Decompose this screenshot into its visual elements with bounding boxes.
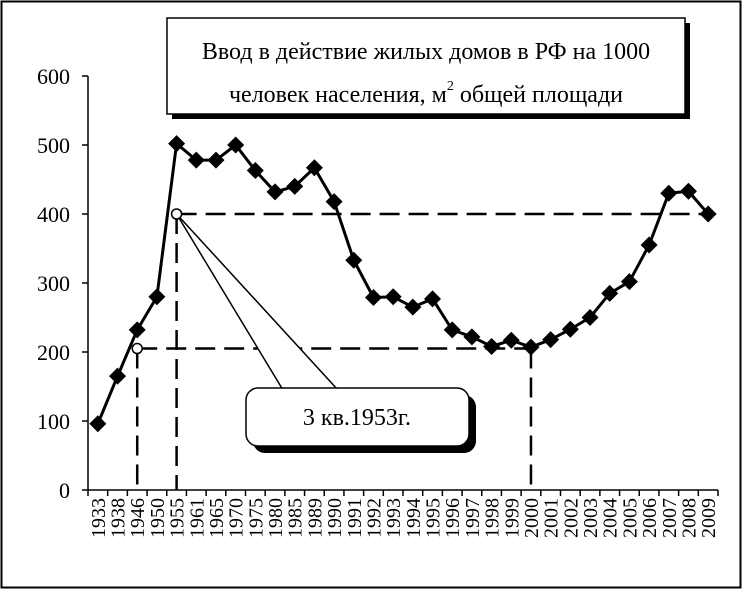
- data-point: [601, 284, 619, 302]
- x-tick-label: 1998: [482, 498, 504, 538]
- chart-title-line-1: Ввод в действие жилых домов в РФ на 1000: [202, 39, 650, 65]
- x-tick-label: 1955: [167, 498, 189, 538]
- y-tick-label: 400: [37, 202, 70, 227]
- x-tick-label: 1950: [147, 498, 169, 538]
- y-tick-label: 300: [37, 271, 70, 296]
- x-tick-label: 2009: [698, 498, 720, 538]
- x-tick-label: 1999: [501, 498, 523, 538]
- reference-lines: [135, 212, 709, 490]
- data-point: [620, 273, 638, 291]
- chart-title-superscript: 2: [447, 79, 454, 94]
- x-tick-label: 1991: [344, 498, 366, 538]
- data-point: [679, 182, 697, 200]
- x-tick-label: 2003: [580, 498, 602, 538]
- x-tick-label: 1933: [88, 498, 110, 538]
- y-tick-label: 100: [37, 409, 70, 434]
- x-tick-label: 1992: [363, 498, 385, 538]
- data-point: [128, 321, 146, 339]
- x-tick-label: 2002: [560, 498, 582, 538]
- callout-box: 3 кв.1953г.: [245, 387, 476, 453]
- callout-point-marker: [170, 208, 183, 220]
- data-point: [325, 193, 343, 211]
- x-tick-label: 2005: [619, 498, 641, 538]
- x-tick-label: 1997: [462, 498, 484, 538]
- data-point: [660, 184, 678, 202]
- data-point: [345, 251, 363, 269]
- x-tick-label: 2000: [521, 498, 543, 538]
- data-point: [364, 288, 382, 306]
- x-tick-label: 2008: [678, 498, 700, 538]
- data-point: [266, 183, 284, 201]
- x-tick-label: 2001: [541, 498, 563, 538]
- x-tick-label: 1970: [226, 498, 248, 538]
- data-point: [384, 288, 402, 306]
- data-point: [246, 162, 264, 180]
- x-tick-label: 1996: [442, 498, 464, 538]
- x-tick-label: 1946: [127, 498, 149, 538]
- callout-label: 3 кв.1953г.: [303, 405, 411, 431]
- data-point: [305, 159, 323, 177]
- x-tick-label: 1994: [403, 498, 425, 538]
- data-point: [561, 320, 579, 338]
- data-point: [148, 288, 166, 306]
- data-point: [640, 236, 658, 254]
- x-tick-label: 1989: [304, 498, 326, 538]
- data-point: [424, 290, 442, 308]
- data-point: [483, 337, 501, 355]
- x-tick-label: 1975: [245, 498, 267, 538]
- data-point: [89, 415, 107, 433]
- x-tick-label: 2007: [659, 498, 681, 538]
- data-point: [699, 205, 717, 223]
- y-tick-label: 500: [37, 133, 70, 158]
- x-tick-label: 1990: [324, 498, 346, 538]
- chart-title-line-2-pre: человек населения, м: [229, 82, 447, 108]
- x-tick-label: 1980: [265, 498, 287, 538]
- y-tick-label: 200: [37, 340, 70, 365]
- chart-title-line-2-post: общей площади: [454, 82, 623, 108]
- data-point: [463, 328, 481, 346]
- x-tick-label: 1993: [383, 498, 405, 538]
- data-series: [89, 135, 717, 433]
- x-tick-label: 2006: [639, 498, 661, 538]
- data-point: [207, 151, 225, 169]
- x-tick-label: 2004: [600, 498, 622, 538]
- data-point: [286, 177, 304, 195]
- y-axis: 0 100 200 300 400 500 600: [37, 64, 89, 503]
- data-point: [109, 367, 127, 385]
- x-tick-label: 1961: [186, 498, 208, 538]
- x-axis: 1933193819461950195519611965197019751980…: [87, 489, 720, 538]
- data-point: [542, 331, 560, 349]
- data-point: [227, 136, 245, 154]
- x-tick-label: 1938: [108, 498, 130, 538]
- y-tick-label: 0: [59, 478, 70, 503]
- x-tick-label: 1965: [206, 498, 228, 538]
- data-point: [581, 309, 599, 326]
- data-point: [168, 135, 186, 153]
- x-tick-label: 1985: [285, 498, 307, 538]
- x-tick-label: 1995: [423, 498, 445, 538]
- reference-point-marker: [131, 342, 143, 355]
- data-point: [404, 298, 422, 316]
- chart-title-box: Ввод в действие жилых домов в РФ на 1000…: [166, 17, 690, 119]
- chart-title-line-2: человек населения, м2 общей площади: [229, 79, 623, 108]
- data-point: [522, 338, 540, 356]
- data-point: [502, 331, 520, 349]
- y-tick-label: 600: [37, 64, 70, 89]
- data-point: [443, 321, 461, 339]
- data-point: [187, 151, 205, 169]
